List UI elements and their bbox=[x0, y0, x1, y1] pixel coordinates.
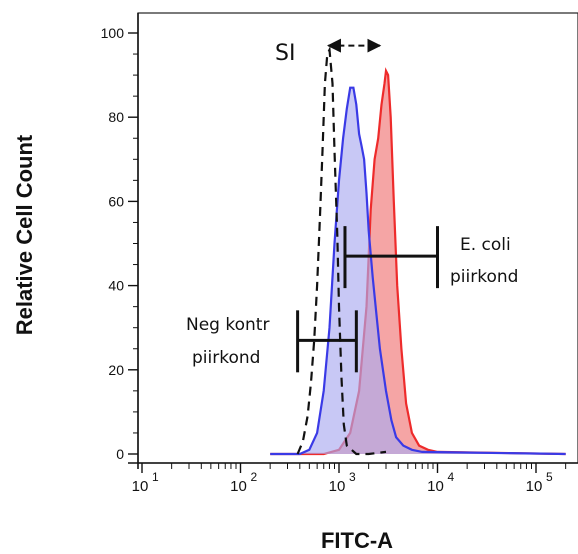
y-tick-label: 0 bbox=[116, 446, 124, 462]
y-tick-label: 100 bbox=[101, 25, 125, 41]
neg-control-label-line1: Neg kontr bbox=[186, 315, 269, 335]
x-tick-exponent: 3 bbox=[349, 470, 356, 484]
annotation-layer: SI E. coli piirkond Neg kontr piirkond bbox=[186, 38, 518, 373]
x-tick-label: 10 bbox=[329, 478, 346, 495]
control-histogram-fill bbox=[270, 87, 566, 454]
ecoli-label-line1: E. coli bbox=[460, 235, 511, 255]
neg-control-label-line2: piirkond bbox=[192, 348, 260, 368]
x-tick-exponent: 1 bbox=[152, 470, 159, 484]
x-tick-label: 10 bbox=[427, 478, 444, 495]
y-tick-label: 80 bbox=[108, 109, 124, 125]
x-tick-exponent: 5 bbox=[546, 470, 553, 484]
control-histogram-fill-outline bbox=[270, 86, 566, 456]
x-tick-exponent: 2 bbox=[251, 470, 258, 484]
x-tick-label: 10 bbox=[526, 478, 543, 495]
x-tick-label: 10 bbox=[132, 478, 149, 495]
y-tick-label: 40 bbox=[108, 278, 124, 294]
y-tick-label: 60 bbox=[108, 193, 124, 209]
y-axis-title: Relative Cell Count bbox=[12, 134, 37, 335]
x-tick-exponent: 4 bbox=[448, 470, 455, 484]
y-tick-label: 20 bbox=[108, 362, 124, 378]
x-tick-label: 10 bbox=[230, 478, 247, 495]
x-axis-title: FITC-A bbox=[321, 528, 393, 553]
ecoli-label-line2: piirkond bbox=[450, 267, 518, 287]
si-label: SI bbox=[275, 41, 295, 66]
